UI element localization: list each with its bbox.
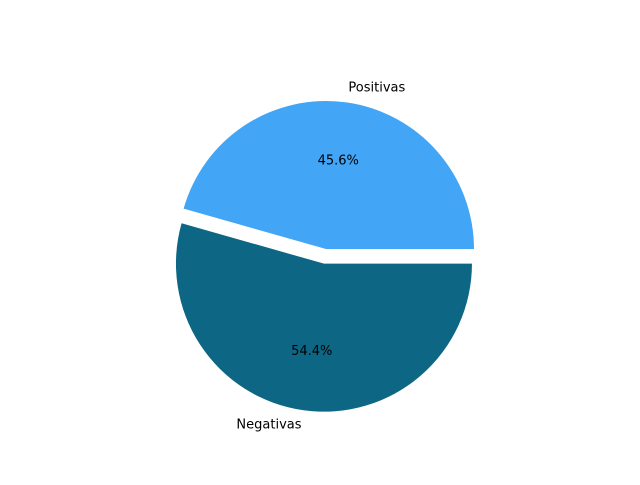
slice-label-negativas: Negativas: [236, 417, 301, 432]
slice-label-positivas: Positivas: [348, 80, 405, 95]
slice-percent-negativas: 54.4%: [291, 344, 332, 359]
pie-slice-positivas: [183, 101, 474, 249]
pie-slice-negativas: [175, 223, 472, 412]
slice-percent-positivas: 45.6%: [318, 154, 359, 169]
